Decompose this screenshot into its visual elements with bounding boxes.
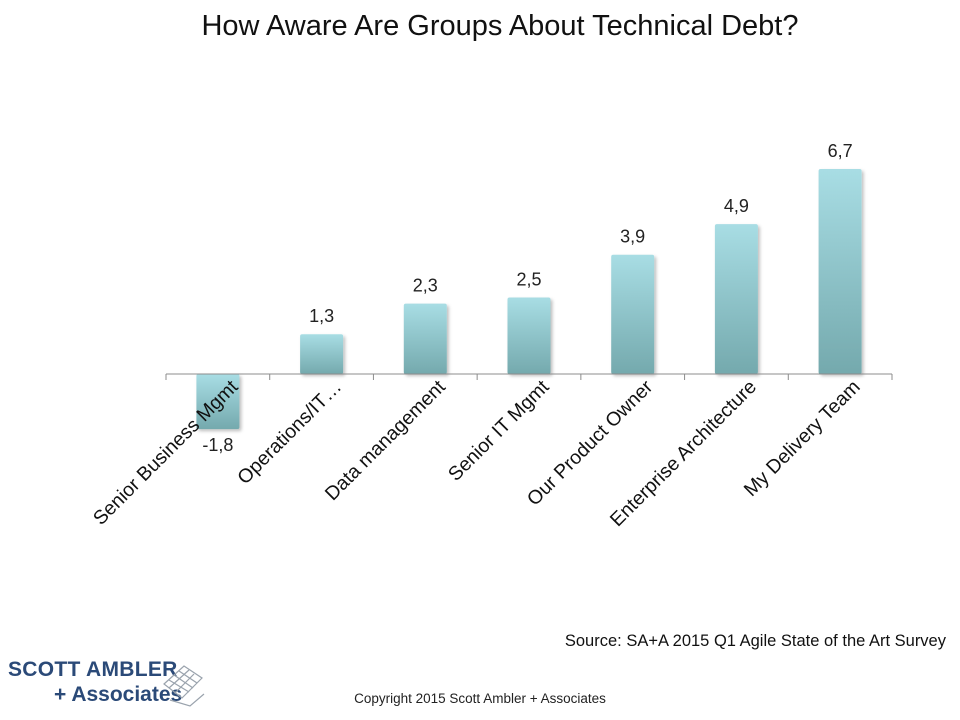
bar-1 (300, 334, 344, 374)
bar-chart: -1,81,32,3 2,53,94,96,7 Senior Business M… (89, 141, 893, 531)
x-axis (165, 373, 893, 380)
company-logo: SCOTT AMBLER + Associates (8, 656, 208, 712)
bar-2 (403, 303, 447, 374)
data-label-4: 3,9 (620, 227, 645, 247)
copyright-text: Copyright 2015 Scott Ambler + Associates (354, 691, 606, 706)
data-label-5: 4,9 (724, 196, 749, 216)
category-label-1: Operations/IT… (233, 376, 346, 489)
bar-3 (507, 297, 551, 374)
logo-text-line2: + Associates (54, 683, 183, 706)
bar-0 (196, 374, 240, 430)
bar-4 (611, 254, 655, 374)
data-labels: -1,8 1,3 2,3 2,5 3,9 4,9 6,7 (202, 141, 852, 455)
data-label-0: -1,8 (202, 435, 233, 455)
source-note: Source: SA+A 2015 Q1 Agile State of the … (564, 632, 946, 650)
diamond-grid-logo-icon (163, 665, 205, 707)
bars-layer (196, 169, 862, 430)
data-label-2: 2,3 (413, 276, 438, 296)
data-label-3: 2,5 (516, 270, 541, 290)
category-label-3: Senior IT Mgmt (444, 376, 554, 486)
category-label-6: My Delivery Team (740, 376, 865, 501)
bar-6 (818, 169, 862, 374)
logo-text-line1: SCOTT AMBLER (8, 658, 178, 681)
data-label-1: 1,3 (309, 306, 334, 326)
data-label-6: 6,7 (828, 141, 853, 161)
chart-title: How Aware Are Groups About Technical Deb… (201, 10, 799, 42)
bar-5 (714, 224, 758, 374)
